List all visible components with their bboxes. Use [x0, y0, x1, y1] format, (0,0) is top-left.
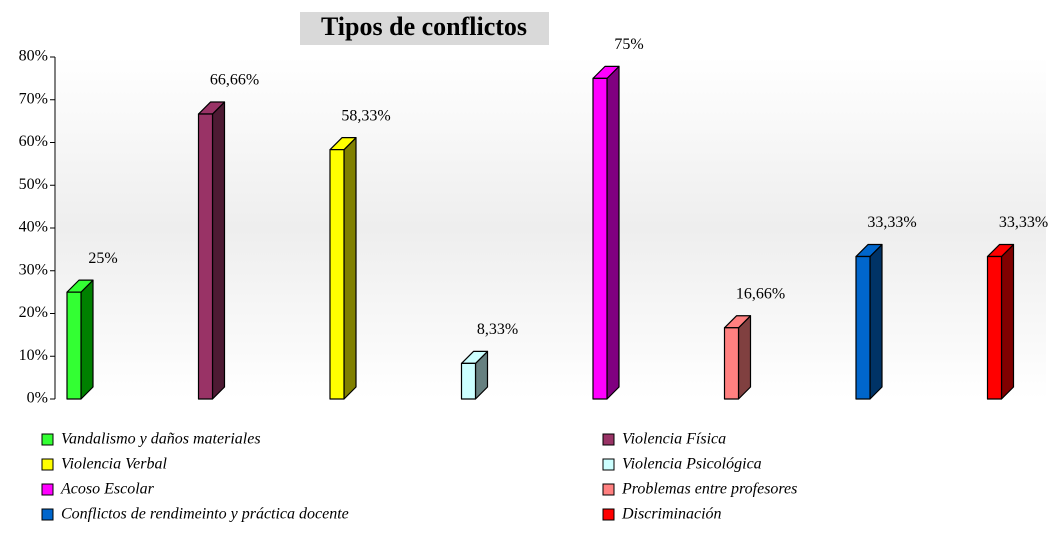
- legend-label: Problemas entre profesores: [621, 481, 797, 498]
- value-label: 58,33%: [341, 107, 390, 124]
- bar-side: [211, 101, 226, 400]
- legend-swatch: [41, 458, 54, 471]
- bar: [329, 149, 345, 400]
- bar-side: [869, 243, 883, 400]
- bar: [986, 255, 1003, 400]
- legend-label: Conflictos de rendimeinto y práctica doc…: [61, 506, 349, 523]
- title-background: [300, 12, 549, 45]
- bar-side: [80, 279, 94, 400]
- bar: [723, 327, 740, 400]
- y-tick-label: 40%: [19, 219, 48, 236]
- bar: [66, 291, 82, 400]
- legend-label: Violencia Verbal: [61, 456, 167, 473]
- bar: [855, 255, 871, 400]
- y-tick-label: 20%: [19, 304, 48, 321]
- value-label: 8,33%: [477, 321, 518, 338]
- bar-side: [1000, 243, 1015, 400]
- legend-swatch: [602, 508, 615, 521]
- value-label: 33,33%: [999, 214, 1048, 231]
- bar: [592, 77, 608, 400]
- legend-swatch: [602, 483, 615, 496]
- legend-label: Vandalismo y daños materiales: [61, 431, 261, 448]
- value-label: 25%: [88, 250, 117, 267]
- bar: [460, 362, 477, 400]
- y-tick-label: 30%: [19, 261, 48, 278]
- value-label: 16,66%: [736, 285, 785, 302]
- legend-swatch: [41, 433, 54, 446]
- y-tick-label: 70%: [19, 90, 48, 107]
- y-tick-label: 60%: [19, 133, 48, 150]
- value-label: 66,66%: [210, 72, 259, 89]
- y-tick-label: 50%: [19, 176, 48, 193]
- value-label: 75%: [614, 36, 643, 53]
- legend-swatch: [602, 458, 615, 471]
- bar-side: [343, 137, 357, 400]
- legend-swatch: [602, 433, 615, 446]
- value-label: 33,33%: [867, 214, 916, 231]
- legend-label: Discriminación: [621, 506, 722, 523]
- bar-side: [606, 65, 620, 400]
- bar: [197, 113, 214, 400]
- y-tick-label: 80%: [19, 48, 48, 65]
- legend-label: Acoso Escolar: [60, 481, 155, 498]
- bar-side: [737, 315, 752, 400]
- legend-swatch: [41, 483, 54, 496]
- legend-swatch: [41, 508, 54, 521]
- y-tick-label: 10%: [19, 347, 48, 364]
- chart-title: Tipos de conflictos: [321, 12, 527, 41]
- y-tick-label: 0%: [27, 390, 48, 407]
- legend-label: Violencia Física: [622, 431, 726, 448]
- legend-label: Violencia Psicológica: [622, 456, 762, 473]
